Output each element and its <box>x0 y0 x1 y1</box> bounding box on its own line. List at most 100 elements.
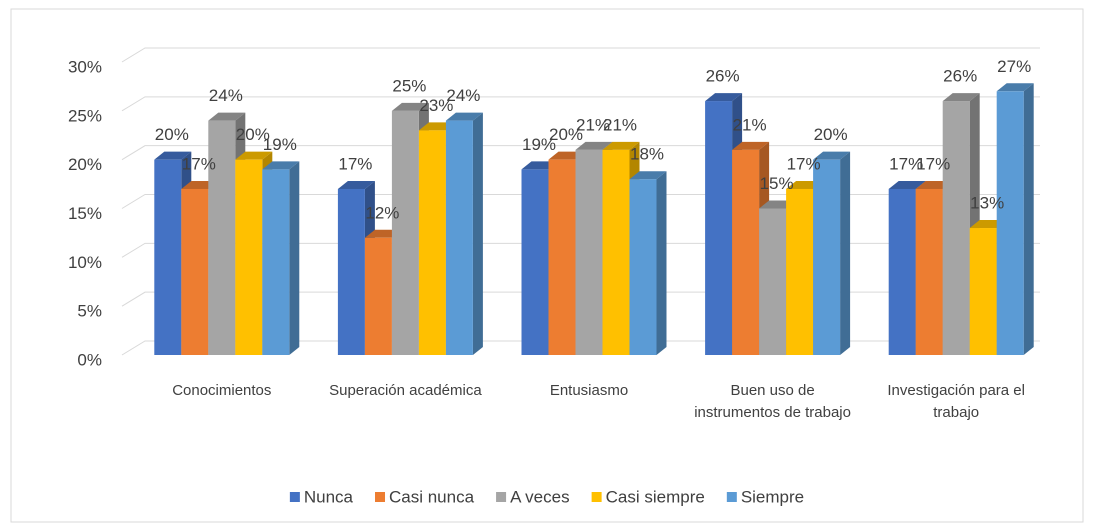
data-label: 26% <box>943 67 977 86</box>
bar-front <box>391 110 419 355</box>
grid-line <box>121 47 1040 63</box>
bar-top <box>262 161 300 170</box>
x-tick-label: Investigación para el trabajo <box>887 382 1025 421</box>
data-label: 20% <box>549 125 583 144</box>
data-label: 12% <box>365 203 399 222</box>
bar-side <box>1023 83 1034 356</box>
data-label: 21% <box>576 115 610 134</box>
bar-front <box>759 208 787 355</box>
legend-swatch <box>591 492 602 502</box>
data-label: 19% <box>522 135 556 154</box>
data-label: 17% <box>787 154 821 173</box>
data-label: 18% <box>630 145 664 164</box>
legend-label: Siempre <box>741 487 804 506</box>
bar-front <box>154 159 182 355</box>
bar-top <box>235 151 273 160</box>
y-tick-label: 30% <box>68 57 102 76</box>
data-label: 17% <box>338 154 372 173</box>
data-label: 27% <box>997 57 1031 76</box>
y-tick-label: 20% <box>68 155 102 174</box>
y-tick-label: 0% <box>77 350 102 369</box>
bar-front <box>996 91 1024 356</box>
bar-front <box>445 120 473 355</box>
legend-swatch <box>375 492 386 502</box>
bar-top <box>732 141 770 150</box>
bar <box>445 112 483 355</box>
bar-front <box>888 188 916 355</box>
legend-swatch <box>289 492 300 502</box>
x-tick-label: Conocimientos <box>172 382 272 399</box>
x-tick-label: Buen uso de instrumentos de trabajo <box>694 382 851 421</box>
bar-front <box>548 159 576 355</box>
bar-front <box>262 169 290 355</box>
bar-top <box>208 112 246 121</box>
bar-front <box>575 149 603 355</box>
data-label: 21% <box>603 115 637 134</box>
bar <box>996 83 1034 356</box>
bar-top <box>996 83 1034 92</box>
bar-front <box>705 101 733 355</box>
bar <box>813 151 851 355</box>
bar-front <box>813 159 841 355</box>
bar <box>262 161 300 355</box>
bar-top <box>575 141 613 150</box>
bar-front <box>337 188 365 355</box>
data-label: 20% <box>814 125 848 144</box>
y-tick-label: 25% <box>68 106 102 125</box>
y-tick-label: 15% <box>68 204 102 223</box>
bar-top <box>602 141 640 150</box>
bar-front <box>942 101 970 355</box>
data-label: 15% <box>760 174 794 193</box>
data-label: 24% <box>446 86 480 105</box>
data-label: 26% <box>706 67 740 86</box>
bar-side <box>656 171 667 355</box>
bar-front <box>235 159 263 355</box>
bar-front <box>208 120 236 355</box>
data-label: 24% <box>209 86 243 105</box>
bar-top <box>629 171 667 180</box>
legend-label: Casi siempre <box>606 487 705 506</box>
bar <box>629 171 667 355</box>
bar-side <box>840 151 851 355</box>
bar-front <box>521 169 549 355</box>
data-label: 13% <box>970 194 1004 213</box>
legend-label: Casi nunca <box>389 487 475 506</box>
data-label: 25% <box>392 76 426 95</box>
data-label: 17% <box>889 154 923 173</box>
legend-swatch <box>726 492 737 502</box>
bar-front <box>629 179 657 355</box>
bar-front <box>181 188 209 355</box>
bar-top <box>888 180 926 189</box>
x-tick-label: Entusiasmo <box>549 382 629 399</box>
bar-front <box>915 188 943 355</box>
data-label: 23% <box>419 96 453 115</box>
bar-top <box>705 93 743 102</box>
legend-swatch <box>496 492 507 502</box>
bar-top <box>813 151 851 160</box>
y-tick-label: 10% <box>68 253 102 272</box>
bar-top <box>337 180 375 189</box>
bar-side <box>289 161 300 355</box>
data-label: 20% <box>155 125 189 144</box>
bar-front <box>732 149 760 355</box>
bar-front <box>364 237 392 355</box>
x-tick-label: Superación académica <box>329 382 482 399</box>
bar-front <box>418 130 446 355</box>
bar-front <box>969 228 997 355</box>
bar <box>208 112 246 355</box>
data-label: 19% <box>263 135 297 154</box>
bar-front <box>602 149 630 355</box>
legend-label: A veces <box>510 487 570 506</box>
legend-label: Nunca <box>304 487 354 506</box>
data-label: 20% <box>236 125 270 144</box>
bar-top <box>445 112 483 121</box>
bar-top <box>942 93 980 102</box>
data-label: 21% <box>733 115 767 134</box>
y-tick-label: 5% <box>77 302 102 321</box>
bar-top <box>154 151 192 160</box>
bar-top <box>391 102 429 111</box>
bar-front <box>786 188 814 355</box>
bar-side <box>472 112 483 355</box>
